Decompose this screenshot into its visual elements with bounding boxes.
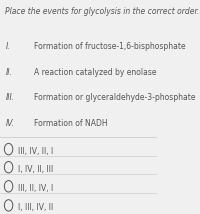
Text: Formation of fructose-1,6-bisphosphate: Formation of fructose-1,6-bisphosphate <box>34 43 186 52</box>
Text: A reaction catalyzed by enolase: A reaction catalyzed by enolase <box>34 68 157 77</box>
Text: I, III, IV, II: I, III, IV, II <box>18 203 53 212</box>
Text: III, IV, II, I: III, IV, II, I <box>18 147 53 156</box>
Text: Place the events for glycolysis in the correct order.: Place the events for glycolysis in the c… <box>5 7 199 16</box>
Text: I, IV, II, III: I, IV, II, III <box>18 165 53 174</box>
Text: IV.: IV. <box>6 119 15 128</box>
Text: II.: II. <box>6 68 13 77</box>
Text: III, II, IV, I: III, II, IV, I <box>18 184 53 193</box>
Text: III.: III. <box>6 94 15 103</box>
Text: Formation or glyceraldehyde-3-phosphate: Formation or glyceraldehyde-3-phosphate <box>34 94 196 103</box>
Text: Formation of NADH: Formation of NADH <box>34 119 108 128</box>
Text: I.: I. <box>6 43 11 52</box>
